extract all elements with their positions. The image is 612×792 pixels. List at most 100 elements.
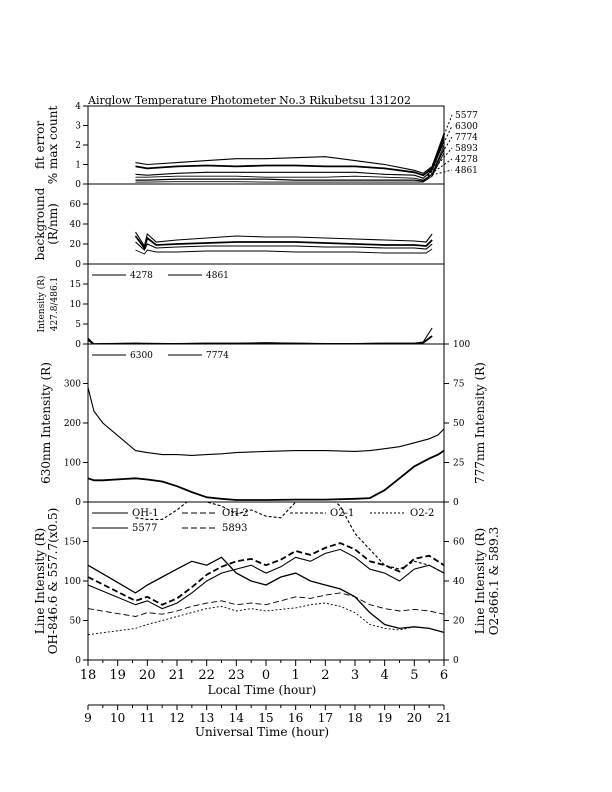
universal-time-axis: 9 10 11 12 13 14 15 16 17 18 19 20 21 [84, 704, 452, 725]
local-time-axis: 18 19 20 21 22 23 0 1 2 3 4 5 6 [80, 660, 448, 683]
series-line [135, 136, 445, 177]
y-axis-label: (R/nm) [46, 203, 60, 245]
x-tick-label: 19 [109, 668, 126, 683]
y-tick-label: 150 [64, 538, 81, 548]
y-tick-label: 50 [70, 617, 82, 627]
series-label: 6300 [455, 122, 478, 132]
x-axis-label: Local Time (hour) [208, 683, 317, 697]
series-line-oh-1 [87, 548, 445, 610]
series-line-6300 [87, 387, 445, 456]
x2-axis-label: Universal Time (hour) [195, 725, 329, 739]
x2-tick-label: 20 [407, 711, 422, 725]
series-line [135, 231, 433, 248]
series-label: 4861 [455, 166, 478, 176]
series-line-7774 [87, 449, 445, 501]
x-tick-label: 22 [198, 668, 215, 683]
y-tick-label: 2 [75, 141, 81, 151]
series-line [135, 144, 445, 181]
y2-tick-label: 0 [453, 656, 459, 666]
chart-title: Airglow Temperature Photometer No.3 Riku… [87, 94, 411, 107]
y-tick-label: 0 [75, 180, 81, 190]
y-tick-label: 1 [75, 161, 81, 171]
x-tick-label: 6 [440, 668, 448, 683]
panel-fit_error: 0 1 2 3 4 fit error% max count 557763007774589… [33, 102, 478, 190]
series-line-o2-2 [87, 602, 445, 636]
series-label: 5577 [455, 111, 478, 121]
series-line-5577 [87, 556, 445, 634]
x2-tick-label: 15 [258, 711, 273, 725]
series-line-o2-1 [135, 502, 445, 574]
y-tick-label: 20 [70, 240, 82, 250]
y2-tick-label: 50 [453, 419, 465, 429]
y-tick-label: 100 [64, 577, 81, 587]
y-tick-label: 0 [75, 656, 81, 666]
series-line-4278 [87, 327, 433, 344]
panel-blue_lines: 0 5 10 15 Intensity (R) 427.8/486.1 4278 4861 [36, 263, 445, 350]
legend-label: OH-1 [132, 508, 159, 519]
x2-tick-label: 14 [229, 711, 245, 725]
x-tick-label: 1 [292, 668, 300, 683]
y2-tick-label: 60 [453, 538, 465, 548]
y2-axis-label: 777nm Intensity (R) [473, 362, 487, 484]
legend-label: 7774 [206, 351, 229, 361]
legend-label: 5893 [222, 523, 247, 534]
label-leader [427, 169, 453, 177]
series-label: 7774 [455, 133, 478, 143]
x2-tick-label: 12 [169, 711, 184, 725]
x-tick-label: 23 [228, 668, 245, 683]
x-tick-label: 21 [169, 668, 186, 683]
panel-line_intensities: 0 50 100 150 0 20 40 60 Line Intensity (R) OH-846… [33, 501, 501, 666]
y-tick-label: 300 [64, 380, 81, 390]
x-tick-label: 0 [262, 668, 270, 683]
legend-label: 4861 [206, 271, 229, 281]
y-tick-label: 10 [70, 300, 82, 310]
series-line [135, 241, 433, 251]
label-leader [427, 114, 453, 177]
y-axis-label: OH-846.6 & 557.7(x0.5) [46, 508, 60, 655]
y-axis-label: 427.8/486.1 [50, 277, 60, 332]
y-axis-label: background [33, 187, 47, 260]
x2-tick-label: 19 [377, 711, 392, 725]
y-axis-label: Intensity (R) [36, 276, 47, 333]
y-tick-label: 200 [64, 419, 81, 429]
x2-tick-label: 13 [199, 711, 214, 725]
y-tick-label: 40 [70, 220, 82, 230]
x2-tick-label: 16 [288, 711, 303, 725]
series-label: 5893 [455, 144, 478, 154]
y-tick-label: 0 [75, 340, 81, 350]
x-tick-label: 4 [381, 668, 389, 683]
legend-label: O2-2 [410, 508, 434, 519]
y2-tick-label: 40 [453, 577, 465, 587]
panel-red_green_lines: 0 100 200 300 0 25 50 75 100 630nm Intensity (R) 7… [39, 340, 487, 508]
label-leader [427, 125, 453, 177]
legend-label: 5577 [132, 523, 157, 534]
y2-axis-label: Line Intensity (R) [473, 528, 487, 634]
legend-label: OH-2 [222, 508, 249, 519]
x2-tick-label: 17 [318, 711, 333, 725]
series-line-4861 [87, 335, 433, 344]
x-tick-label: 3 [351, 668, 359, 683]
y2-tick-label: 25 [453, 459, 465, 469]
series-line [135, 133, 445, 174]
y2-tick-label: 20 [453, 617, 465, 627]
x2-tick-label: 21 [436, 711, 451, 725]
x2-tick-label: 10 [110, 711, 125, 725]
y2-tick-label: 75 [453, 380, 465, 390]
series-line-5893 [87, 592, 445, 617]
label-leader [427, 158, 453, 177]
y-tick-label: 5 [75, 320, 81, 330]
legend-label: 4278 [130, 271, 153, 281]
series-line [135, 140, 445, 179]
y-tick-label: 0 [75, 260, 81, 270]
panel-frame [87, 183, 445, 265]
x2-tick-label: 18 [347, 711, 362, 725]
x2-tick-label: 11 [140, 711, 155, 725]
y2-tick-label: 0 [453, 498, 459, 508]
y2-tick-label: 100 [453, 340, 470, 350]
legend-label: O2-1 [330, 508, 354, 519]
y-tick-label: 0 [75, 498, 81, 508]
series-label: 4278 [455, 155, 478, 165]
series-line [134, 235, 433, 250]
